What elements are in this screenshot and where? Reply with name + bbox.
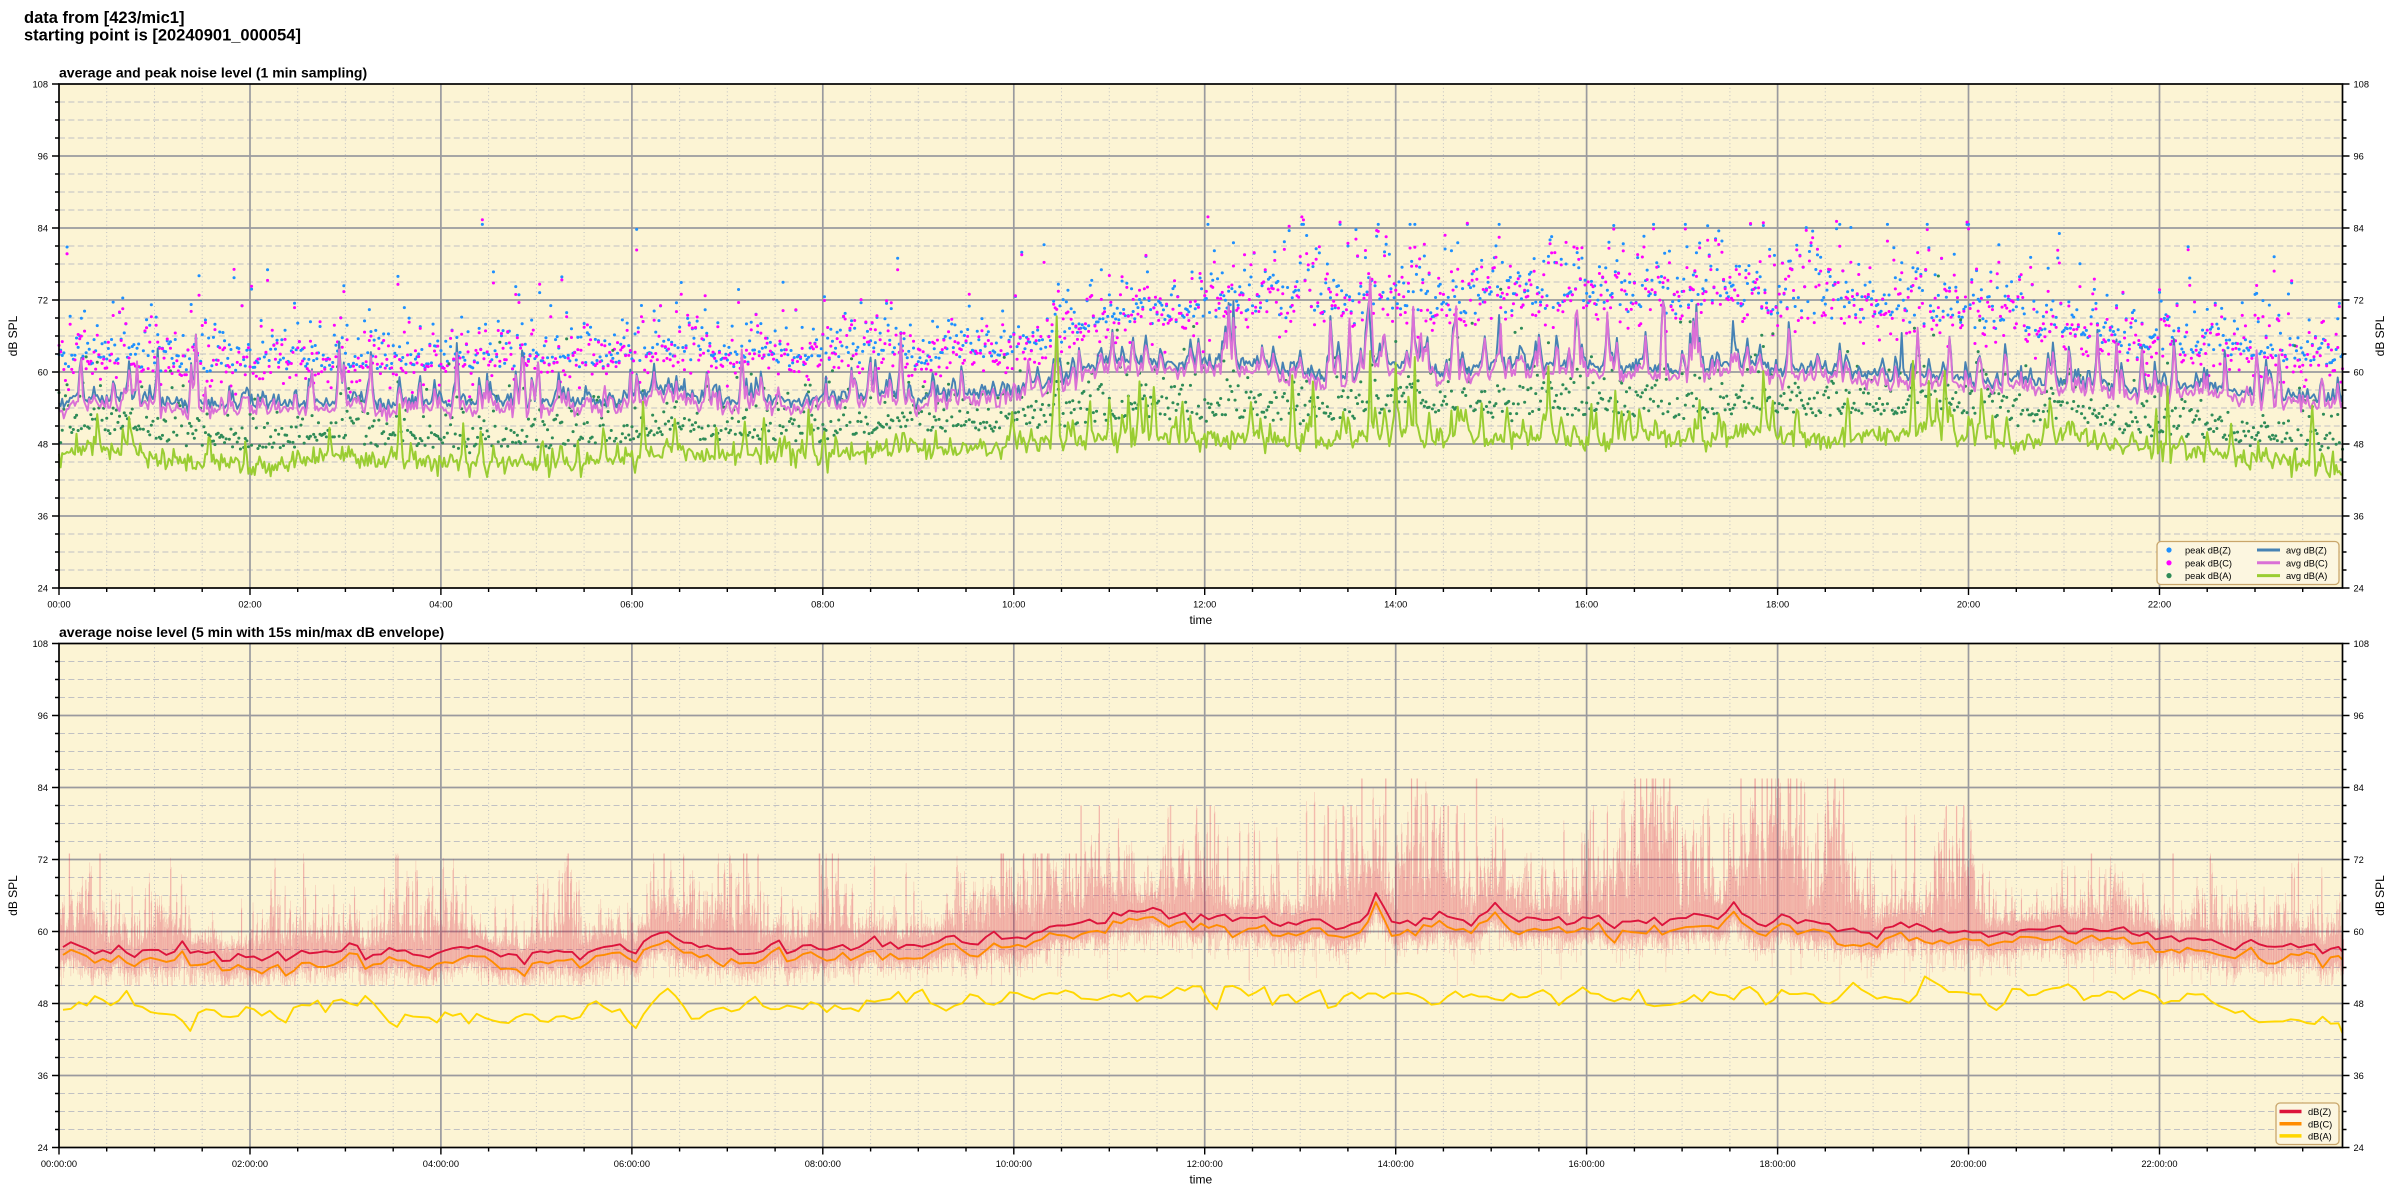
svg-text:84: 84 (38, 783, 48, 793)
svg-text:average and peak noise level (: average and peak noise level (1 min samp… (59, 65, 367, 81)
svg-text:14:00: 14:00 (1384, 600, 1407, 610)
svg-text:96: 96 (38, 711, 48, 721)
svg-text:dB(A): dB(A) (2308, 1132, 2332, 1142)
svg-text:48: 48 (2354, 439, 2364, 449)
svg-text:12:00:00: 12:00:00 (1187, 1159, 1223, 1169)
svg-text:time: time (1189, 1173, 1212, 1187)
svg-text:108: 108 (32, 79, 48, 89)
svg-text:60: 60 (38, 367, 48, 377)
svg-text:60: 60 (2354, 927, 2364, 937)
svg-text:48: 48 (38, 999, 48, 1009)
svg-text:dB SPL: dB SPL (6, 315, 20, 356)
svg-text:avg dB(C): avg dB(C) (2286, 558, 2328, 568)
svg-text:dB(C): dB(C) (2308, 1119, 2332, 1129)
svg-text:peak dB(Z): peak dB(Z) (2185, 546, 2231, 556)
svg-text:10:00: 10:00 (1002, 600, 1025, 610)
svg-text:00:00:00: 00:00:00 (41, 1159, 77, 1169)
svg-text:04:00: 04:00 (429, 600, 452, 610)
svg-text:time: time (1189, 613, 1212, 627)
svg-text:avg dB(Z): avg dB(Z) (2286, 546, 2327, 556)
svg-text:84: 84 (2354, 223, 2364, 233)
svg-text:10:00:00: 10:00:00 (996, 1159, 1032, 1169)
svg-text:108: 108 (2354, 79, 2370, 89)
svg-text:starting point is [20240901_00: starting point is [20240901_000054] (24, 27, 301, 45)
svg-text:08:00: 08:00 (811, 600, 834, 610)
svg-text:24: 24 (38, 583, 48, 593)
svg-text:108: 108 (32, 639, 48, 649)
svg-text:36: 36 (38, 511, 48, 521)
svg-text:08:00:00: 08:00:00 (805, 1159, 841, 1169)
svg-text:20:00: 20:00 (1957, 600, 1980, 610)
svg-text:60: 60 (38, 927, 48, 937)
svg-text:12:00: 12:00 (1193, 600, 1216, 610)
svg-text:dB SPL: dB SPL (2373, 875, 2387, 916)
svg-text:avg dB(A): avg dB(A) (2286, 571, 2327, 581)
svg-text:dB(Z): dB(Z) (2308, 1107, 2331, 1117)
svg-text:20:00:00: 20:00:00 (1950, 1159, 1986, 1169)
svg-text:average noise level (5 min wit: average noise level (5 min with 15s min/… (59, 624, 444, 640)
svg-text:24: 24 (2354, 583, 2364, 593)
svg-text:18:00:00: 18:00:00 (1759, 1159, 1795, 1169)
svg-text:72: 72 (2354, 295, 2364, 305)
svg-text:04:00:00: 04:00:00 (423, 1159, 459, 1169)
svg-text:peak dB(C): peak dB(C) (2185, 558, 2232, 568)
svg-text:22:00:00: 22:00:00 (2141, 1159, 2177, 1169)
svg-text:16:00: 16:00 (1575, 600, 1598, 610)
svg-text:06:00:00: 06:00:00 (614, 1159, 650, 1169)
svg-text:22:00: 22:00 (2148, 600, 2171, 610)
svg-text:00:00: 00:00 (47, 600, 70, 610)
svg-text:96: 96 (2354, 151, 2364, 161)
svg-text:02:00: 02:00 (238, 600, 261, 610)
svg-text:dB SPL: dB SPL (2373, 315, 2387, 356)
svg-text:24: 24 (2354, 1143, 2364, 1153)
svg-text:36: 36 (38, 1071, 48, 1081)
svg-text:16:00:00: 16:00:00 (1568, 1159, 1604, 1169)
svg-text:108: 108 (2354, 639, 2370, 649)
svg-text:18:00: 18:00 (1766, 600, 1789, 610)
svg-text:36: 36 (2354, 511, 2364, 521)
svg-text:60: 60 (2354, 367, 2364, 377)
svg-text:dB SPL: dB SPL (6, 875, 20, 916)
svg-text:72: 72 (38, 855, 48, 865)
svg-text:96: 96 (38, 151, 48, 161)
svg-text:84: 84 (38, 223, 48, 233)
svg-text:peak dB(A): peak dB(A) (2185, 571, 2232, 581)
svg-text:72: 72 (2354, 855, 2364, 865)
svg-text:48: 48 (38, 439, 48, 449)
svg-text:72: 72 (38, 295, 48, 305)
svg-text:06:00: 06:00 (620, 600, 643, 610)
svg-text:48: 48 (2354, 999, 2364, 1009)
svg-text:36: 36 (2354, 1071, 2364, 1081)
svg-text:14:00:00: 14:00:00 (1378, 1159, 1414, 1169)
svg-text:data from [423/mic1]: data from [423/mic1] (24, 9, 184, 27)
svg-text:24: 24 (38, 1143, 48, 1153)
svg-text:02:00:00: 02:00:00 (232, 1159, 268, 1169)
svg-text:96: 96 (2354, 711, 2364, 721)
svg-text:84: 84 (2354, 783, 2364, 793)
